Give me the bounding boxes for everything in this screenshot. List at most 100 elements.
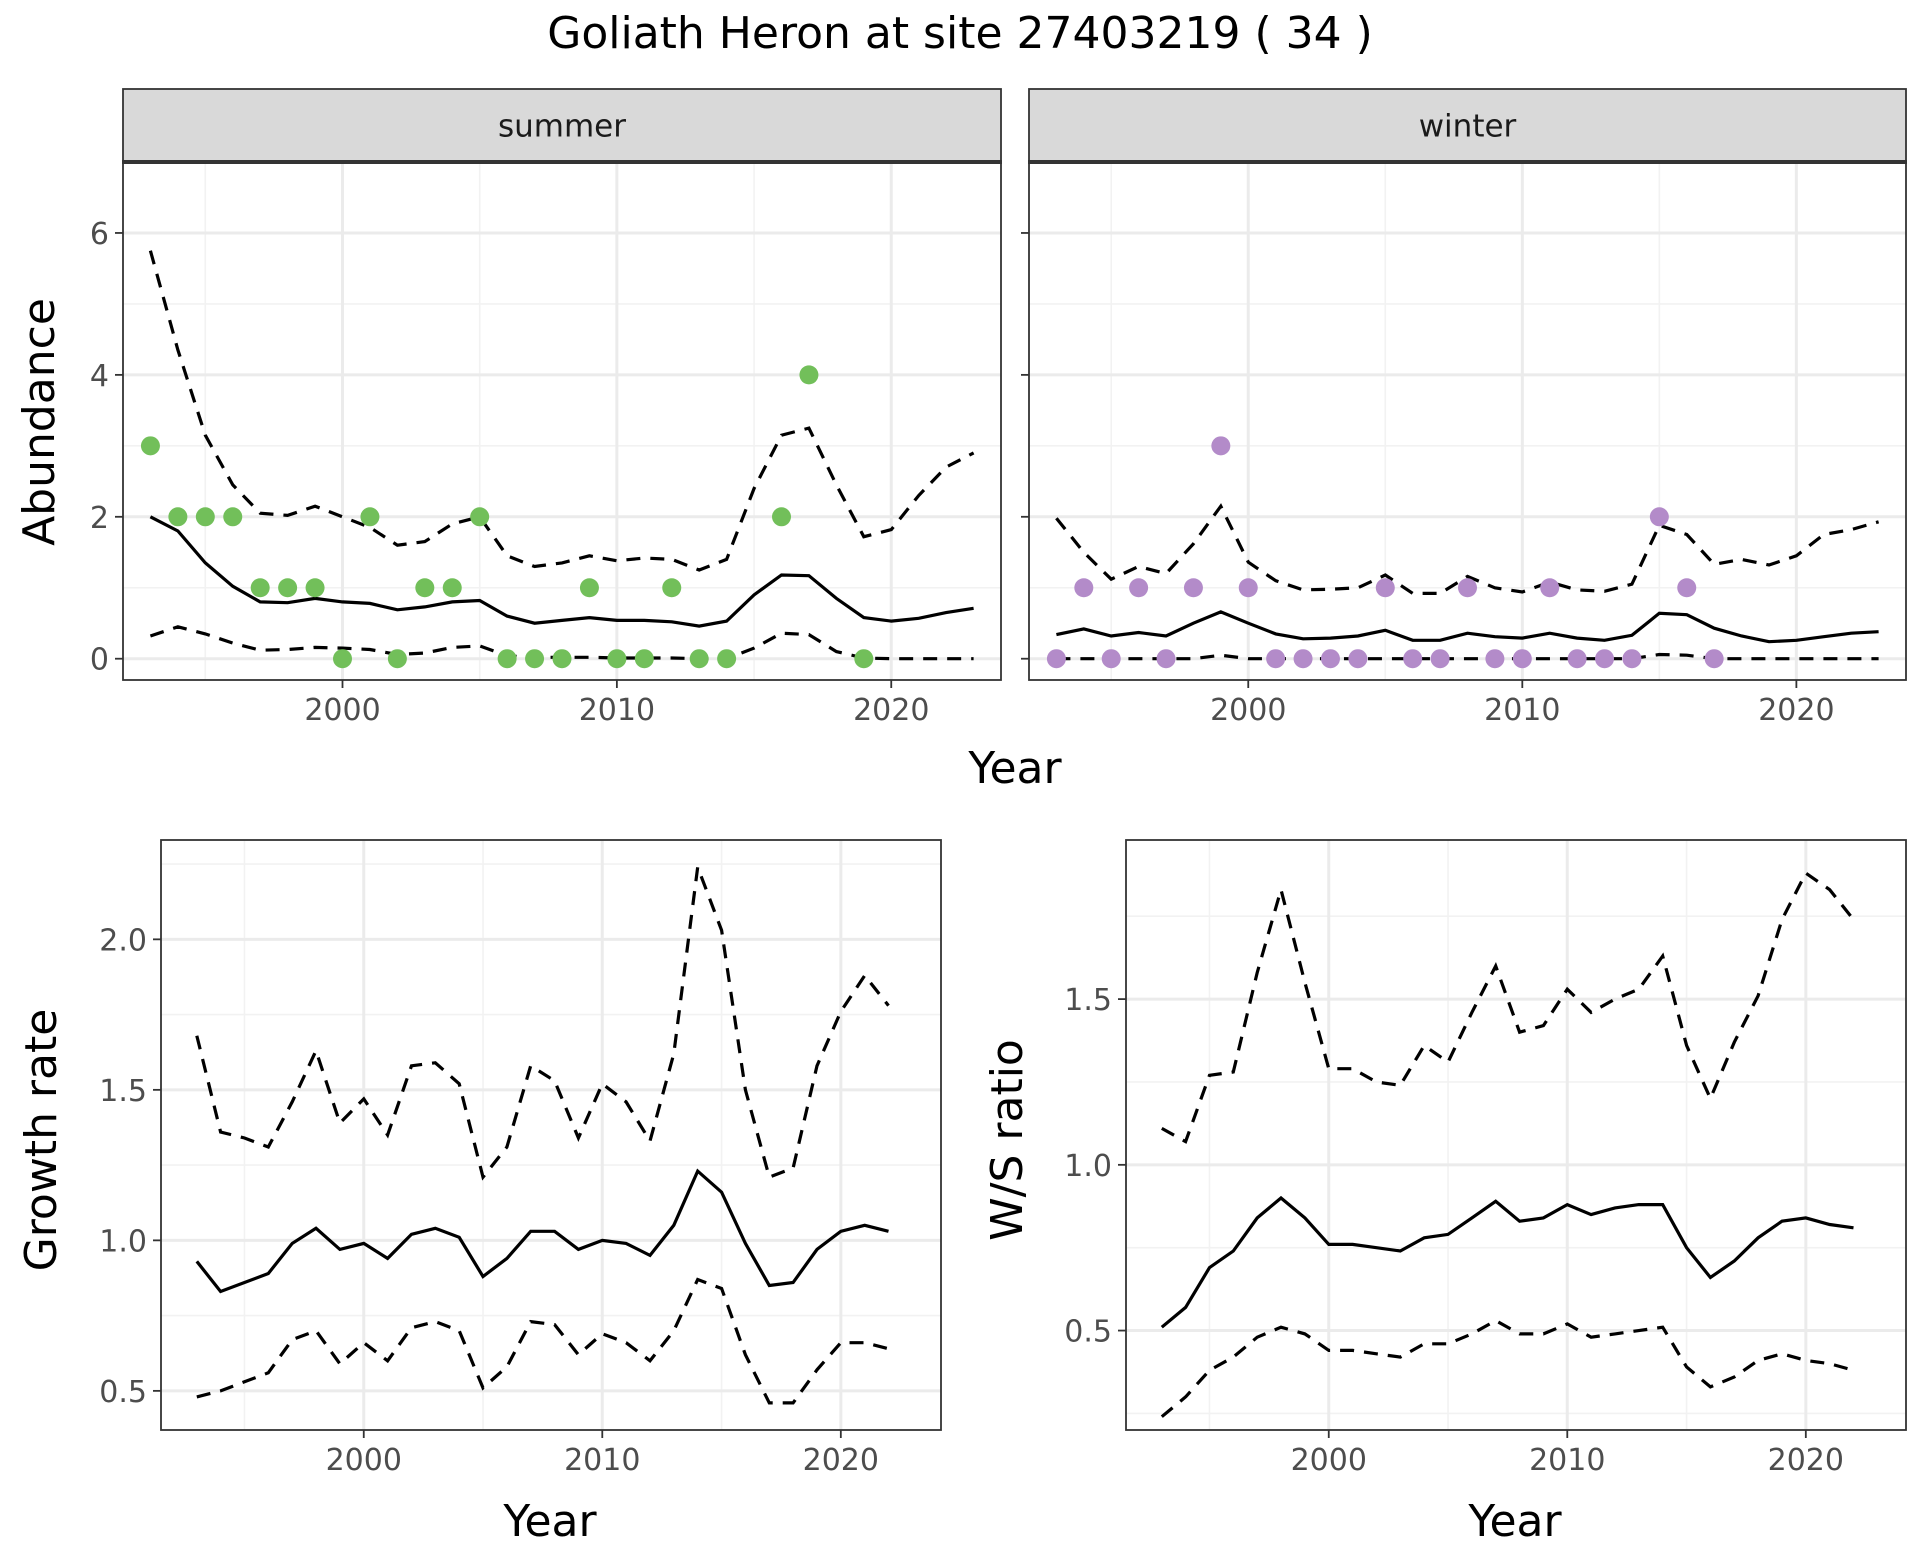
summer-observation-point [168, 507, 188, 527]
summer-observation-point [387, 649, 407, 669]
winter-panel: winter 2000 2010 2020 [1021, 88, 1907, 728]
summer-observation-point [662, 578, 682, 598]
ratio-plot-background [1126, 840, 1906, 1430]
ratio-x-axis-title: Year [1467, 1496, 1562, 1547]
abundance-axis-title: Abundance [14, 298, 65, 546]
summer-mean-line [149, 515, 974, 628]
y-tick-label: 1.0 [99, 1224, 147, 1259]
winter-lower-ci-line [1056, 652, 1879, 661]
y-tick-label: 6 [90, 217, 109, 252]
growth-x-axis-title: Year [502, 1496, 597, 1547]
summer-observation-point [552, 649, 572, 669]
winter-observation-point [1595, 649, 1615, 669]
summer-observation-point [799, 365, 819, 385]
summer-panel: summer 2000 2010 2020 0 2 4 6 [90, 88, 1002, 728]
y-tick-label: 0.5 [1064, 1315, 1112, 1350]
summer-observation-point [140, 436, 160, 456]
y-tick-label: 2.0 [99, 923, 147, 958]
summer-observation-point [717, 649, 737, 669]
winter-observation-point [1074, 578, 1094, 598]
y-tick-label: 1.5 [1064, 983, 1112, 1018]
growth-panel: 2000 2010 2020 0.5 1.0 1.5 2.0 [99, 839, 942, 1478]
x-tick-label: 2010 [1484, 693, 1560, 728]
top-x-axis-title: Year [967, 743, 1062, 794]
x-tick-label: 2000 [1291, 1443, 1367, 1478]
winter-strip [1028, 88, 1907, 163]
y-tick-label: 0 [90, 643, 109, 678]
plot-panels: summer 2000 2010 2020 0 2 4 6 winter 2000 2010 2020… [90, 88, 1907, 1478]
y-tick-label: 1.0 [1064, 1149, 1112, 1184]
chart-title: Goliath Heron at site 27403219 ( 34 ) [547, 8, 1373, 59]
winter-observation-point [1458, 578, 1477, 598]
winter-observation-point [1540, 578, 1560, 598]
x-tick-label: 2020 [803, 1443, 879, 1478]
winter-observation-point [1485, 649, 1505, 669]
ratio-panel-border [1125, 839, 1907, 1431]
x-tick-label: 2000 [1210, 693, 1286, 728]
winter-observation-point [1183, 578, 1203, 598]
ratio-lower-ci-line [1160, 1318, 1854, 1418]
y-tick-label: 2 [90, 501, 109, 536]
summer-observation-point [854, 649, 874, 669]
summer-plot-background [123, 162, 1001, 680]
summer-observation-point [415, 578, 435, 598]
summer-observation-point [195, 507, 215, 527]
x-tick-label: 2010 [1529, 1443, 1605, 1478]
winter-observation-point [1266, 649, 1286, 669]
summer-observation-point [360, 507, 380, 527]
summer-observation-point [223, 507, 243, 527]
y-tick-label: 1.5 [99, 1074, 147, 1109]
winter-observation-point [1238, 578, 1258, 598]
summer-upper-ci-line [148, 250, 975, 572]
summer-observation-point [607, 649, 627, 669]
winter-observation-point [1320, 649, 1340, 669]
ratio-mean-line [1160, 1195, 1854, 1329]
summer-observation-point [579, 578, 599, 598]
growth-plot-background [161, 840, 941, 1430]
x-tick-label: 2020 [853, 693, 929, 728]
ratio-upper-ci-line [1161, 870, 1855, 1144]
winter-observation-point [1046, 649, 1066, 669]
growth-lower-ci-line [196, 1277, 889, 1405]
summer-observation-point [333, 649, 352, 669]
x-tick-label: 2020 [1758, 693, 1834, 728]
winter-upper-ci-line [1055, 503, 1880, 595]
x-tick-label: 2000 [326, 1443, 402, 1478]
growth-mean-line [195, 1168, 889, 1294]
summer-strip [122, 88, 1002, 163]
winter-observation-point [1101, 649, 1121, 669]
winter-observation-point [1403, 649, 1423, 669]
winter-observation-point [1567, 649, 1587, 669]
winter-observation-point [1512, 649, 1532, 669]
summer-observation-point [497, 649, 517, 669]
y-tick-label: 0.5 [99, 1375, 147, 1410]
summer-observation-point [278, 578, 298, 598]
winter-observation-point [1348, 649, 1368, 669]
winter-observation-point [1211, 436, 1231, 456]
growth-upper-ci-line [195, 866, 890, 1181]
summer-strip-label: summer [498, 109, 626, 145]
summer-observation-point [442, 578, 462, 598]
winter-strip-label: winter [1419, 109, 1517, 145]
winter-observation-point [1649, 507, 1669, 527]
summer-observation-point [525, 649, 545, 669]
summer-observation-point [772, 507, 791, 527]
winter-observation-point [1704, 649, 1724, 669]
ws-ratio-axis-title: W/S ratio [982, 1039, 1033, 1241]
winter-observation-point [1677, 578, 1697, 598]
x-tick-label: 2000 [304, 693, 380, 728]
winter-observation-point [1622, 649, 1642, 669]
summer-observation-point [689, 649, 709, 669]
summer-observation-point [634, 649, 654, 669]
y-tick-label: 4 [90, 359, 109, 394]
winter-observation-point [1430, 649, 1450, 669]
growth-panel-border [160, 839, 942, 1431]
summer-observation-point [250, 578, 270, 598]
winter-observation-point [1293, 649, 1313, 669]
summer-observation-point [470, 507, 490, 527]
growth-rate-axis-title: Growth rate [16, 1009, 67, 1272]
winter-observation-point [1129, 578, 1149, 598]
x-tick-label: 2010 [579, 693, 655, 728]
summer-observation-point [305, 578, 325, 598]
